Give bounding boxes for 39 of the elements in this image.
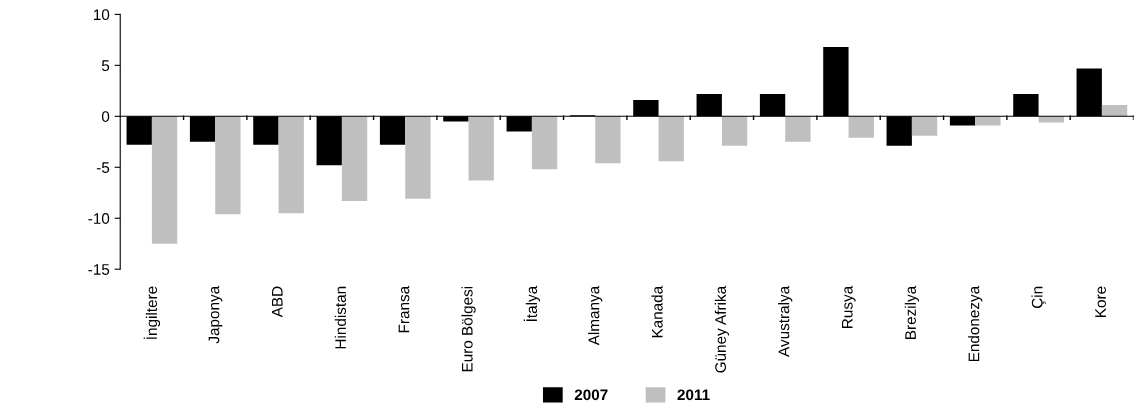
legend-label: 2007 (574, 389, 608, 401)
x-tick-label: Kanada (651, 285, 663, 338)
x-tick-label: Brezilya (904, 285, 920, 339)
x-tick-label: Kore (1095, 286, 1106, 317)
bar (215, 116, 241, 215)
legend-label: 2011 (677, 389, 710, 401)
x-tick-label: Euro Bölgesi (461, 286, 476, 372)
bar (785, 116, 811, 142)
x-tick-label: Endonezya (968, 285, 983, 362)
bar (151, 116, 178, 244)
bar (721, 116, 748, 146)
y-tick-label: -15 (88, 264, 110, 275)
y-tick-label: 5 (101, 60, 110, 72)
bar (278, 116, 304, 214)
y-tick-label: 10 (93, 9, 110, 21)
x-tick-label: ABD (272, 286, 283, 318)
x-tick-label: Çin (1031, 286, 1046, 309)
bar (1101, 105, 1128, 117)
bar (341, 116, 368, 201)
y-tick-label: 0 (101, 111, 110, 122)
x-tick-label: Japonya (208, 285, 223, 344)
x-tick-label: Rusya (841, 285, 856, 328)
x-tick-label: Güney Afrika (714, 285, 730, 373)
bar (405, 116, 431, 199)
x-tick-label: İngiltere (143, 286, 161, 339)
y-tick-label: -10 (88, 213, 110, 224)
bar (595, 116, 621, 164)
x-tick-label: Almanya (588, 285, 603, 346)
bar (848, 116, 874, 138)
x-tick-label: Avustralya (778, 285, 793, 357)
x-tick-label: Fransa (398, 285, 410, 333)
bar (468, 116, 494, 181)
bar (975, 116, 1001, 126)
x-tick-label: İtalya (523, 285, 541, 321)
x-tick-label: Hindistan (334, 286, 346, 349)
bar (911, 116, 938, 136)
bar (658, 116, 684, 162)
bar (531, 116, 558, 170)
y-tick-label: -5 (96, 162, 110, 173)
